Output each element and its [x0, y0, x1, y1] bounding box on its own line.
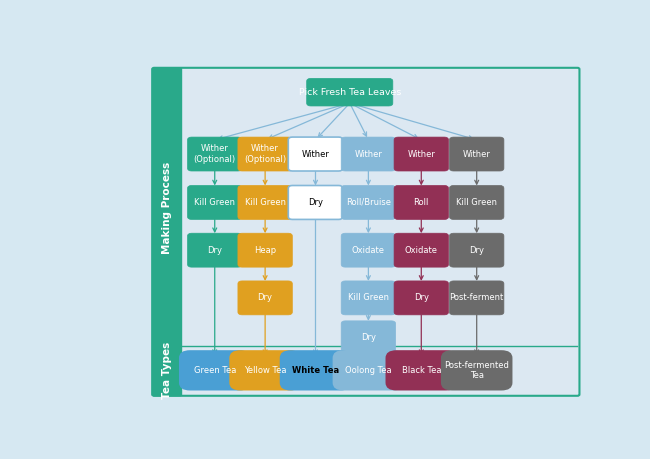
Text: Dry: Dry [469, 246, 484, 255]
FancyBboxPatch shape [179, 350, 250, 391]
Text: Making Process: Making Process [162, 161, 172, 253]
FancyBboxPatch shape [238, 233, 292, 267]
Text: Wither: Wither [408, 150, 436, 158]
Text: Pick Fresh Tea Leaves: Pick Fresh Tea Leaves [298, 88, 401, 97]
FancyBboxPatch shape [188, 233, 242, 267]
FancyBboxPatch shape [188, 185, 242, 219]
FancyBboxPatch shape [188, 137, 242, 171]
Text: Dry: Dry [207, 246, 222, 255]
FancyBboxPatch shape [341, 185, 396, 219]
FancyBboxPatch shape [152, 68, 579, 396]
Text: Post-ferment: Post-ferment [450, 293, 504, 302]
Text: Dry: Dry [414, 293, 429, 302]
Text: Roll: Roll [413, 198, 429, 207]
Text: Wither: Wither [354, 150, 382, 158]
Text: Dry: Dry [257, 293, 272, 302]
FancyBboxPatch shape [341, 137, 396, 171]
FancyBboxPatch shape [152, 68, 181, 396]
Text: Wither
(Optional): Wither (Optional) [194, 144, 236, 164]
FancyBboxPatch shape [385, 350, 457, 391]
FancyBboxPatch shape [238, 137, 292, 171]
FancyBboxPatch shape [280, 350, 351, 391]
FancyBboxPatch shape [450, 137, 504, 171]
FancyBboxPatch shape [450, 233, 504, 267]
Text: Wither: Wither [463, 150, 491, 158]
FancyBboxPatch shape [441, 350, 512, 391]
FancyBboxPatch shape [289, 137, 343, 171]
FancyBboxPatch shape [307, 78, 393, 106]
FancyBboxPatch shape [394, 281, 448, 315]
FancyBboxPatch shape [289, 185, 343, 219]
FancyBboxPatch shape [394, 137, 448, 171]
FancyBboxPatch shape [341, 321, 396, 355]
Text: Wither
(Optional): Wither (Optional) [244, 144, 286, 164]
Text: Dry: Dry [361, 333, 376, 342]
Text: Kill Green: Kill Green [244, 198, 285, 207]
Text: Kill Green: Kill Green [194, 198, 235, 207]
FancyBboxPatch shape [394, 185, 448, 219]
FancyBboxPatch shape [238, 185, 292, 219]
Text: Tea Types: Tea Types [162, 341, 172, 398]
Text: Oxidate: Oxidate [352, 246, 385, 255]
FancyBboxPatch shape [229, 350, 301, 391]
Text: Oolong Tea: Oolong Tea [345, 366, 392, 375]
FancyBboxPatch shape [341, 233, 396, 267]
FancyBboxPatch shape [450, 185, 504, 219]
Text: Kill Green: Kill Green [348, 293, 389, 302]
Text: Dry: Dry [308, 198, 323, 207]
Text: Roll/Bruise: Roll/Bruise [346, 198, 391, 207]
Text: Post-fermented
Tea: Post-fermented Tea [444, 361, 509, 380]
Text: Oxidate: Oxidate [405, 246, 438, 255]
Text: Black Tea: Black Tea [402, 366, 441, 375]
Text: White Tea: White Tea [292, 366, 339, 375]
FancyBboxPatch shape [238, 281, 292, 315]
FancyBboxPatch shape [341, 281, 396, 315]
FancyBboxPatch shape [333, 350, 404, 391]
FancyBboxPatch shape [450, 281, 504, 315]
FancyBboxPatch shape [394, 233, 448, 267]
Text: Kill Green: Kill Green [456, 198, 497, 207]
Text: Green Tea: Green Tea [194, 366, 236, 375]
Text: Wither: Wither [302, 150, 330, 158]
Text: Yellow Tea: Yellow Tea [244, 366, 287, 375]
Text: Heap: Heap [254, 246, 276, 255]
